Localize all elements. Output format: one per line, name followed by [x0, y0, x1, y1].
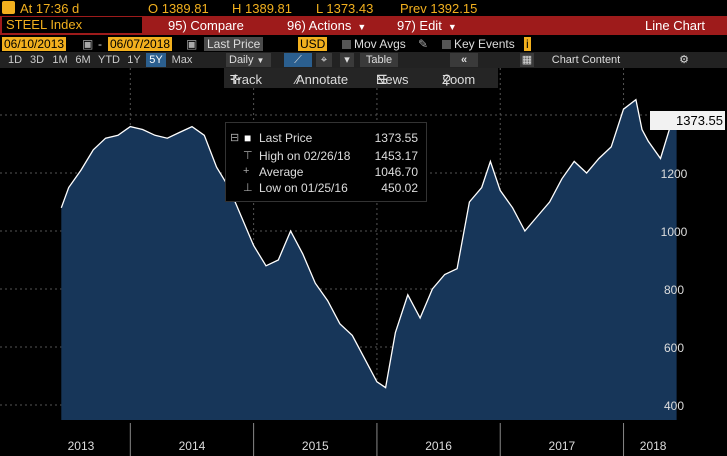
- chart-content-button[interactable]: Chart Content: [536, 53, 636, 67]
- track-label: Track: [230, 72, 263, 87]
- ticker-field[interactable]: STEEL Index: [2, 17, 142, 33]
- zoom-icon: ⚲: [442, 72, 452, 87]
- average-marker-icon: +: [243, 165, 250, 177]
- x-axis-band: [0, 423, 727, 456]
- start-date-field[interactable]: 06/10/2013: [2, 37, 67, 51]
- actions-button[interactable]: 96) Actions ▼: [287, 17, 366, 34]
- legend-value: 1046.70: [374, 165, 418, 179]
- price-line: [60, 98, 678, 389]
- open-value: O 1389.81: [148, 1, 209, 16]
- legend-label: Average: [259, 165, 304, 179]
- quote-header: At 17:36 d O 1389.81 H 1389.81 L 1373.43…: [0, 0, 727, 16]
- function-toolbar: STEEL Index 95) Compare 96) Actions ▼ 97)…: [0, 16, 727, 35]
- chart-legend: ⊟ ■ Last Price 1373.55 ⊤ High on 02/26/1…: [225, 122, 427, 202]
- calendar-icon[interactable]: ▣: [82, 37, 94, 51]
- x-tick-label: 2018: [640, 439, 667, 453]
- x-tick-label: 2014: [179, 439, 206, 453]
- y-tick-label: 1200: [661, 167, 688, 181]
- range-button-1y[interactable]: 1Y: [127, 54, 141, 66]
- x-tick-label: 2015: [302, 439, 329, 453]
- chevron-down-icon: ▼: [357, 22, 367, 32]
- collapse-icon[interactable]: ⊟: [230, 132, 240, 144]
- legend-last-price: ⊟ ■ Last Price 1373.55: [226, 131, 426, 146]
- prev-value: Prev 1392.15: [400, 1, 478, 16]
- x-tick-label: 2013: [68, 439, 95, 453]
- high-value: H 1389.81: [232, 1, 292, 16]
- y-tick-label: 400: [664, 399, 684, 413]
- crosshair-icon[interactable]: ⌖: [316, 53, 332, 67]
- chart-tools: ✛ Track ∕ Annotate ☰ News ⚲ Zoom: [224, 68, 498, 88]
- edit-button[interactable]: 97) Edit ▼: [397, 17, 457, 34]
- mov-avgs-toggle[interactable]: Mov Avgs: [342, 37, 406, 51]
- range-button-5y[interactable]: 5Y: [146, 53, 166, 67]
- range-button-3d[interactable]: 3D: [29, 54, 45, 66]
- line-chart-style-icon[interactable]: ⟋: [284, 53, 312, 67]
- range-button-max[interactable]: Max: [171, 54, 193, 66]
- annotate-icon: ∕: [296, 72, 299, 87]
- chevron-down-icon: ▼: [447, 22, 457, 32]
- settings-bar: 06/10/2013 ▣ - 06/07/2018 ▣ Last Price U…: [0, 35, 727, 52]
- legend-high: ⊤ High on 02/26/18 1453.17: [226, 149, 426, 164]
- terminal-logo-icon: [2, 1, 15, 14]
- end-date-field[interactable]: 06/07/2018: [108, 37, 173, 51]
- y-tick-label: 1000: [661, 225, 688, 239]
- news-icon: ☰: [376, 72, 388, 87]
- currency-select[interactable]: USD: [298, 37, 328, 51]
- range-button-6m[interactable]: 6M: [75, 54, 91, 66]
- high-marker-icon: ⊤: [243, 150, 253, 162]
- legend-label: Last Price: [259, 131, 313, 145]
- gear-icon[interactable]: ⚙: [674, 53, 694, 67]
- legend-low: ⊥ Low on 01/25/16 450.02: [226, 181, 426, 196]
- x-tick-label: 2016: [425, 439, 452, 453]
- info-icon[interactable]: i: [524, 37, 531, 51]
- low-value: L 1373.43: [316, 1, 374, 16]
- actions-label: 96) Actions: [287, 18, 352, 33]
- compare-button[interactable]: 95) Compare: [168, 17, 244, 34]
- legend-average: + Average 1046.70: [226, 165, 426, 180]
- time-label: At 17:36 d: [20, 1, 80, 16]
- period-select[interactable]: Daily ▼: [226, 53, 271, 67]
- checkbox-icon: [342, 40, 351, 49]
- x-tick-label: 2017: [549, 439, 576, 453]
- news-label: News: [376, 72, 409, 87]
- zoom-label: Zoom: [442, 72, 476, 87]
- legend-label: Low on 01/25/16: [259, 181, 348, 195]
- compare-label: 95) Compare: [168, 18, 244, 33]
- legend-label: High on 02/26/18: [259, 149, 351, 163]
- range-button-ytd[interactable]: YTD: [98, 54, 120, 66]
- mov-avgs-label: Mov Avgs: [354, 37, 406, 51]
- chart-type-title: Line Chart: [645, 18, 705, 33]
- key-events-label: Key Events: [454, 37, 515, 51]
- pencil-icon[interactable]: ✎: [418, 37, 429, 51]
- edit-label: 97) Edit: [397, 18, 442, 33]
- key-events-toggle[interactable]: Key Events: [442, 37, 515, 51]
- annotate-label: Annotate: [296, 72, 349, 87]
- chevron-down-icon[interactable]: ▾: [340, 53, 354, 67]
- legend-value: 1373.55: [374, 131, 418, 145]
- field-select[interactable]: Last Price: [204, 37, 264, 51]
- low-marker-icon: ⊥: [243, 182, 253, 194]
- x-axis: 2013 2014 2015 2016 2017 2018: [0, 423, 727, 456]
- range-button-1d[interactable]: 1D: [7, 54, 23, 66]
- chart-content-icon[interactable]: ▦: [520, 53, 534, 67]
- range-button-1m[interactable]: 1M: [52, 54, 68, 66]
- y-tick-label: 600: [664, 341, 684, 355]
- period-label: Daily: [229, 54, 254, 66]
- calendar-icon[interactable]: ▣: [186, 37, 198, 51]
- collapse-left-icon[interactable]: «: [450, 53, 478, 67]
- legend-value: 450.02: [381, 181, 418, 195]
- checkbox-icon: [442, 40, 451, 49]
- y-tick-label: 800: [664, 283, 684, 297]
- date-separator: -: [98, 37, 102, 51]
- table-button[interactable]: Table: [360, 53, 398, 67]
- chevron-down-icon: ▼: [256, 56, 265, 65]
- series-swatch-icon: ■: [244, 131, 252, 145]
- legend-value: 1453.17: [374, 149, 418, 163]
- range-bar: 1D 3D 1M 6M YTD 1Y 5Y Max Daily ▼ ⟋ ⌖ ▾ Table «…: [0, 52, 727, 68]
- last-price-tag: 1373.55: [650, 111, 725, 130]
- price-area: [61, 99, 677, 420]
- crosshair-icon: ✛: [230, 72, 241, 87]
